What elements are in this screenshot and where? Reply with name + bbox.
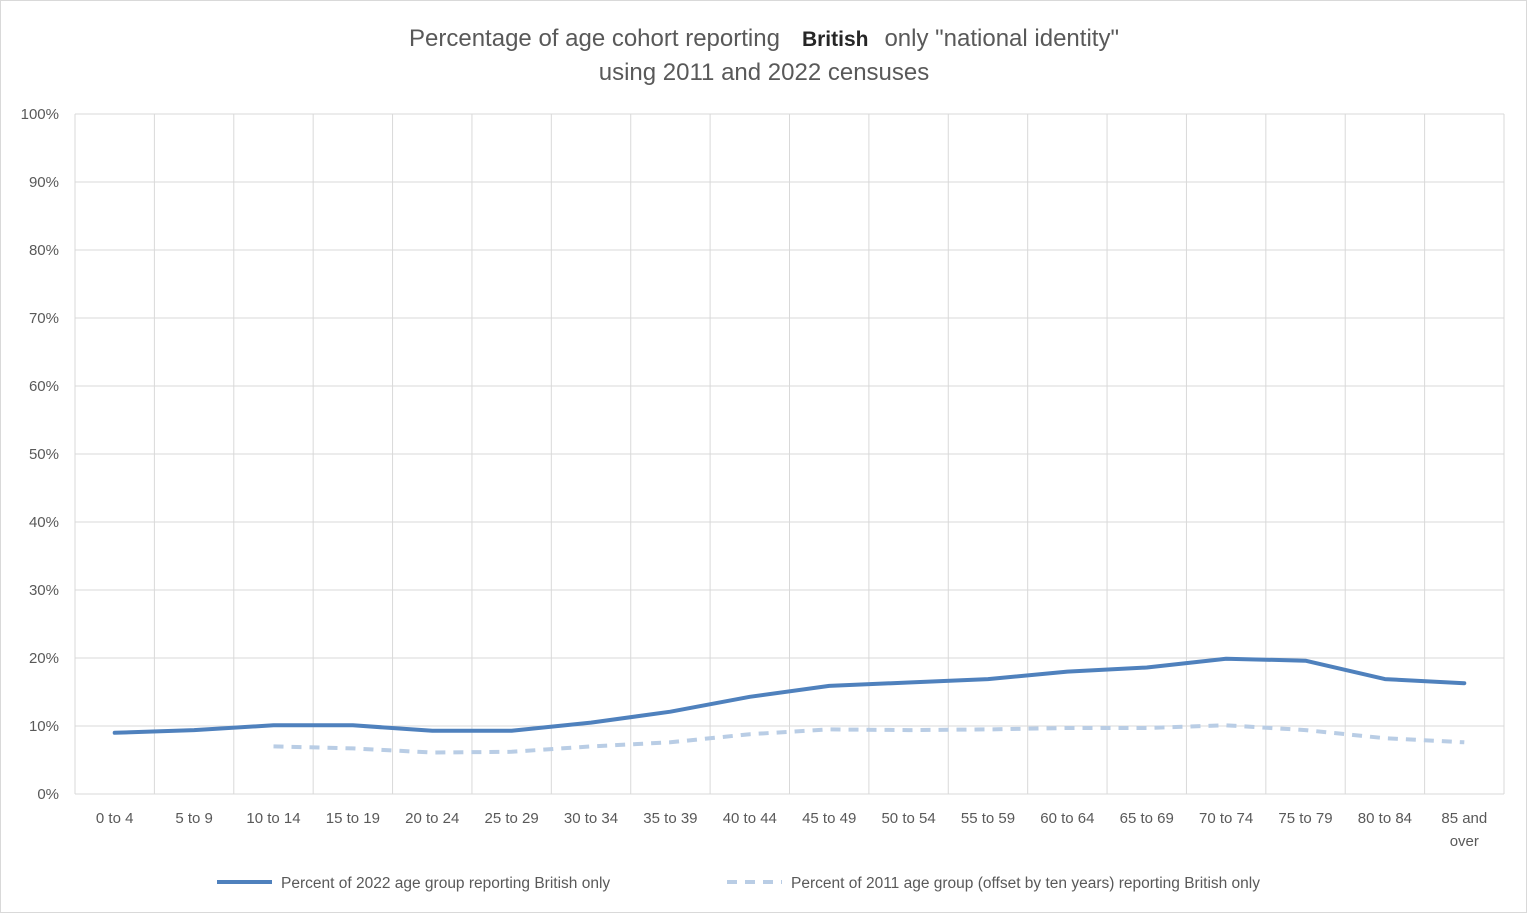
y-tick-label: 40% bbox=[29, 514, 59, 531]
y-tick-label: 0% bbox=[37, 786, 59, 803]
y-tick-label: 50% bbox=[29, 446, 59, 463]
x-tick-label: 55 to 59 bbox=[961, 810, 1015, 827]
chart-subtitle: using 2011 and 2022 censuses bbox=[599, 59, 929, 86]
y-tick-label: 80% bbox=[29, 242, 59, 259]
y-tick-label: 20% bbox=[29, 650, 59, 667]
legend: Percent of 2022 age group reporting Brit… bbox=[217, 875, 1260, 892]
x-tick-label: 85 and over bbox=[1441, 810, 1487, 850]
plot-area: 0% 10% 20% 30% 40% 50% 60% 70% 80% 90% 100% 0 to 4 5… bbox=[21, 106, 1505, 850]
x-tick-label: 45 to 49 bbox=[802, 810, 856, 827]
x-tick-label: 20 to 24 bbox=[405, 810, 459, 827]
x-tick-label: 35 to 39 bbox=[643, 810, 697, 827]
chart-title: Percentage of age cohort reporting Britis… bbox=[409, 25, 1119, 52]
x-tick-label: 15 to 19 bbox=[326, 810, 380, 827]
x-tick-label: 30 to 34 bbox=[564, 810, 618, 827]
y-tick-label: 30% bbox=[29, 582, 59, 599]
legend-label-1: Percent of 2022 age group reporting Brit… bbox=[281, 875, 610, 892]
chart-title-part-1: Percentage of age cohort reporting bbox=[409, 25, 780, 52]
y-tick-label: 60% bbox=[29, 378, 59, 395]
x-tick-label: 75 to 79 bbox=[1278, 810, 1332, 827]
chart-title-part-3: only "national identity" bbox=[884, 25, 1119, 52]
x-tick-label: 80 to 84 bbox=[1358, 810, 1412, 827]
x-tick-label: 65 to 69 bbox=[1120, 810, 1174, 827]
series-line-1 bbox=[112, 656, 1467, 735]
x-tick-label: 10 to 14 bbox=[246, 810, 300, 827]
x-tick-label: 5 to 9 bbox=[175, 810, 213, 827]
series-line-2 bbox=[273, 723, 1465, 755]
y-tick-label: 70% bbox=[29, 310, 59, 327]
x-tick-label: 60 to 64 bbox=[1040, 810, 1094, 827]
x-tick-label: 25 to 29 bbox=[485, 810, 539, 827]
x-tick-label: 0 to 4 bbox=[96, 810, 134, 827]
x-tick-label: 50 to 54 bbox=[881, 810, 935, 827]
x-tick-label: 70 to 74 bbox=[1199, 810, 1253, 827]
chart-title-emphasis: British bbox=[802, 28, 869, 51]
y-tick-label: 90% bbox=[29, 174, 59, 191]
x-tick-label: 40 to 44 bbox=[723, 810, 777, 827]
y-tick-label: 100% bbox=[21, 106, 59, 123]
y-tick-label: 10% bbox=[29, 718, 59, 735]
legend-label-2: Percent of 2011 age group (offset by ten… bbox=[791, 875, 1260, 892]
